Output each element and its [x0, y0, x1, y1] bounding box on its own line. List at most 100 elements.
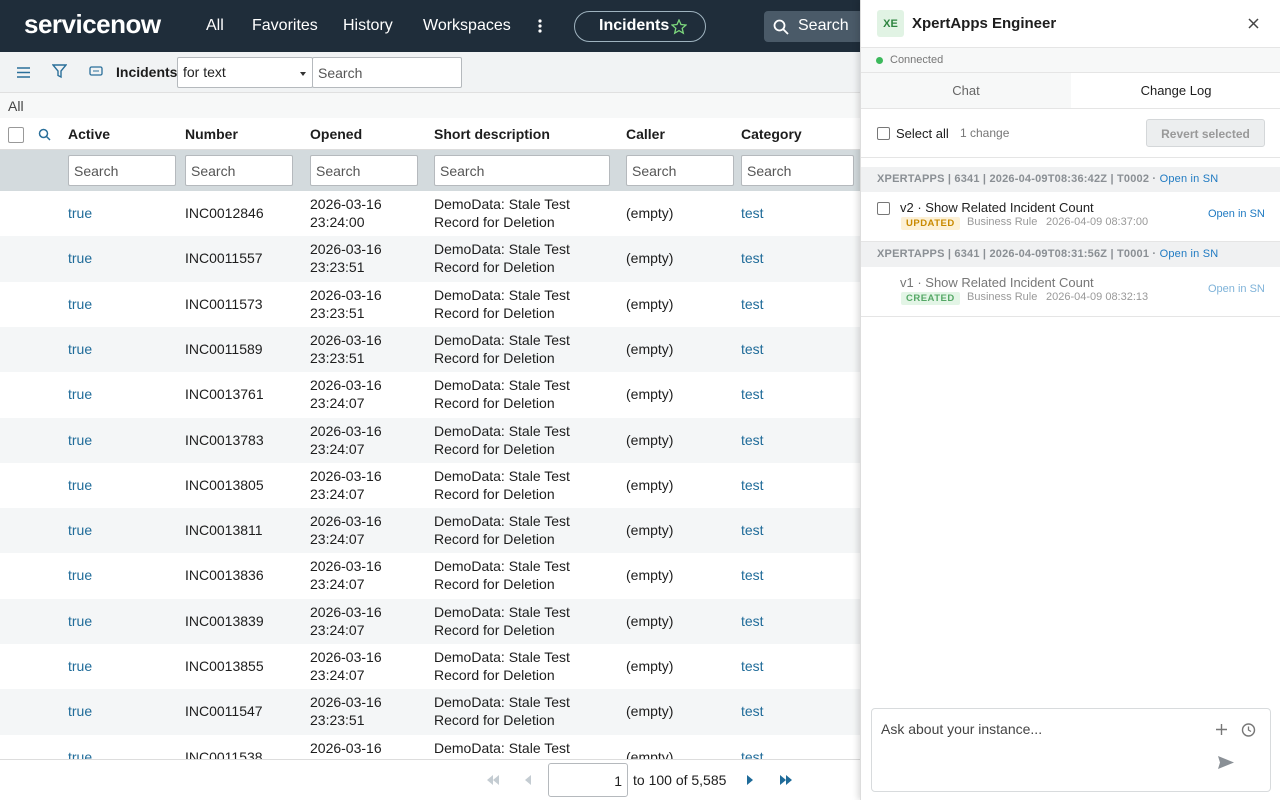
table-cell: INC0013805: [185, 476, 264, 493]
table-cell[interactable]: test: [741, 386, 764, 403]
divider: [861, 157, 1280, 158]
group-title: XPERTAPPS | 6341 | 2026-04-09T08:36:42Z …: [877, 173, 1157, 185]
column-header[interactable]: Category: [741, 126, 802, 142]
pill-label: Incidents: [599, 17, 670, 34]
table-cell[interactable]: test: [741, 340, 764, 357]
open-link[interactable]: Open in SN: [1208, 283, 1265, 295]
table-cell: INC0013836: [185, 567, 264, 584]
checkbox[interactable]: [877, 202, 890, 215]
page-input[interactable]: 1: [548, 763, 628, 797]
send-button[interactable]: [1217, 755, 1235, 770]
table-cell[interactable]: true: [68, 612, 93, 629]
nav-item[interactable]: Favorites: [252, 17, 318, 34]
table-cell: (empty): [626, 295, 674, 312]
table-cell: DemoData: Stale Test Record for Deletion: [434, 558, 570, 593]
table-cell[interactable]: test: [741, 748, 764, 760]
search-icon[interactable]: [38, 128, 51, 141]
table-cell[interactable]: true: [68, 567, 93, 584]
prev-page[interactable]: [524, 775, 531, 785]
table-cell[interactable]: true: [68, 386, 93, 403]
menu-icon[interactable]: [17, 67, 30, 78]
column-header[interactable]: Caller: [626, 126, 665, 142]
context-pill[interactable]: Incidents: [574, 11, 706, 42]
select-all-label[interactable]: Select all: [896, 126, 949, 141]
column-header[interactable]: Short description: [434, 126, 550, 142]
column-search[interactable]: Search: [185, 155, 293, 186]
next-page[interactable]: [747, 775, 754, 785]
change-date: 2026-04-09 08:32:13: [1046, 291, 1149, 303]
table-cell[interactable]: true: [68, 205, 93, 221]
group-link[interactable]: Open in SN: [1159, 248, 1219, 260]
table-cell[interactable]: true: [68, 658, 93, 674]
column-header[interactable]: Opened: [310, 126, 363, 142]
column-search[interactable]: Search: [434, 155, 610, 186]
add-button[interactable]: [1215, 723, 1228, 736]
close-button[interactable]: [1248, 18, 1259, 29]
column-header[interactable]: Active: [68, 126, 111, 142]
table-row: true INC0013761 2026-03-16 23:24:07 DemoDat…: [0, 372, 860, 418]
table-cell[interactable]: test: [741, 612, 764, 629]
filter-icon[interactable]: [52, 64, 67, 79]
table-row: true INC0013855 2026-03-16 23:24:07 DemoDat…: [0, 644, 860, 690]
table-cell[interactable]: test: [741, 295, 764, 312]
table-row: true INC0011547 2026-03-16 23:23:51 DemoDat…: [0, 689, 860, 735]
table-cell[interactable]: true: [68, 250, 93, 267]
table-cell[interactable]: true: [68, 703, 93, 720]
star-icon[interactable]: [671, 19, 687, 35]
table-cell: INC0012846: [185, 205, 264, 221]
column-header[interactable]: Number: [185, 126, 238, 142]
column-search[interactable]: Search: [626, 155, 734, 186]
table-cell[interactable]: true: [68, 295, 93, 312]
table-cell: DemoData: Stale Test Record for Deletion: [434, 377, 570, 412]
list-search[interactable]: Search: [312, 57, 462, 88]
filter-select[interactable]: for text: [177, 57, 313, 88]
nav-item[interactable]: History: [343, 17, 393, 34]
table-cell[interactable]: test: [741, 703, 764, 720]
table-cell[interactable]: test: [741, 567, 764, 584]
table-cell[interactable]: test: [741, 431, 764, 448]
nav-item[interactable]: Workspaces: [423, 17, 511, 34]
status-badge: UPDATED: [901, 217, 960, 230]
chat-input[interactable]: Ask about your instance...: [871, 708, 1271, 792]
column-search[interactable]: Search: [68, 155, 176, 186]
tab[interactable]: Chat: [861, 73, 1071, 109]
table-cell[interactable]: test: [741, 522, 764, 539]
table-cell[interactable]: true: [68, 476, 93, 493]
table-cell: 2026-03-16 23:24:07: [310, 513, 382, 548]
history-button[interactable]: [1240, 722, 1256, 738]
table-cell: (empty): [626, 250, 674, 267]
table-cell[interactable]: test: [741, 658, 764, 674]
breadcrumb[interactable]: All: [0, 93, 860, 118]
group-header: XPERTAPPS | 6341 | 2026-04-09T08:31:56Z …: [861, 242, 1280, 267]
open-link[interactable]: Open in SN: [1208, 208, 1265, 220]
table-cell: 2026-03-16 23:23:51: [310, 331, 382, 366]
last-page[interactable]: [780, 775, 794, 785]
table-cell: INC0013761: [185, 386, 264, 403]
table-cell: DemoData: Stale Test Record for Deletion: [434, 331, 570, 366]
more-icon[interactable]: [536, 18, 544, 34]
table-cell[interactable]: true: [68, 522, 93, 539]
column-search[interactable]: Search: [310, 155, 418, 186]
change-title: v1 · Show Related Incident Count: [900, 275, 1094, 290]
nav-item[interactable]: All: [206, 17, 224, 34]
change-title: v2 · Show Related Incident Count: [900, 200, 1094, 215]
table-cell[interactable]: test: [741, 205, 764, 221]
select-all-checkbox[interactable]: [8, 127, 24, 143]
table-cell[interactable]: test: [741, 250, 764, 267]
table-cell[interactable]: true: [68, 748, 93, 760]
table-cell[interactable]: true: [68, 431, 93, 448]
tab-active[interactable]: Change Log: [1071, 73, 1280, 109]
revert-button[interactable]: Revert selected: [1146, 119, 1265, 147]
table-body: true INC0012846 2026-03-16 23:24:00 DemoDat…: [0, 191, 860, 760]
column-search[interactable]: Search: [741, 155, 854, 186]
global-search[interactable]: Search: [764, 11, 860, 42]
table-cell[interactable]: true: [68, 340, 93, 357]
group-link[interactable]: Open in SN: [1159, 173, 1219, 185]
checkbox[interactable]: [877, 127, 890, 140]
logo[interactable]: servicenow: [24, 9, 161, 39]
chat-icon[interactable]: [89, 66, 103, 78]
first-page[interactable]: [486, 775, 500, 785]
table-cell[interactable]: test: [741, 476, 764, 493]
record-type: Business Rule: [967, 291, 1038, 303]
table-row: true INC0011589 2026-03-16 23:23:51 DemoDat…: [0, 326, 860, 373]
